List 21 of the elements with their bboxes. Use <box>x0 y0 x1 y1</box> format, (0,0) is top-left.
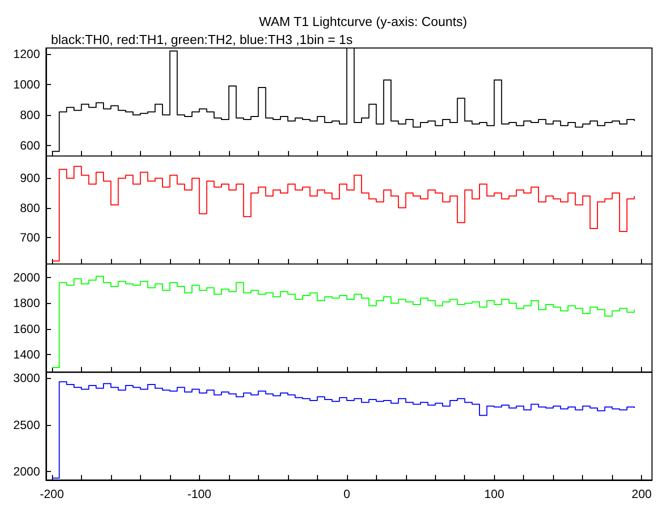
y-tick-label: 1600 <box>13 322 40 336</box>
x-tick-label: -100 <box>187 487 212 501</box>
y-tick-label: 600 <box>20 138 40 152</box>
chart-title: WAM T1 Lightcurve (y-axis: Counts) <box>258 14 468 29</box>
y-tick-label: 1800 <box>13 296 40 310</box>
y-tick-label: 1400 <box>13 348 40 362</box>
x-tick-label: 200 <box>632 487 652 501</box>
y-tick-label: 2000 <box>13 270 40 284</box>
y-tick-label: 800 <box>20 108 40 122</box>
x-tick-label: 100 <box>484 487 505 501</box>
y-tick-label: 2000 <box>13 464 40 479</box>
y-tick-label: 700 <box>20 230 40 244</box>
y-tick-label: 2500 <box>13 418 40 432</box>
y-tick-label: 900 <box>20 171 40 186</box>
y-tick-label: 1000 <box>13 78 40 92</box>
x-tick-label: -200 <box>40 487 64 501</box>
x-tick-label: 0 <box>343 487 350 501</box>
y-tick-label: 1200 <box>13 47 40 62</box>
y-tick-label: 3000 <box>13 371 40 385</box>
y-tick-label: 800 <box>20 200 40 215</box>
chart-subtitle: black:TH0, red:TH1, green:TH2, blue:TH3 ,1bin = 1s <box>51 32 354 47</box>
